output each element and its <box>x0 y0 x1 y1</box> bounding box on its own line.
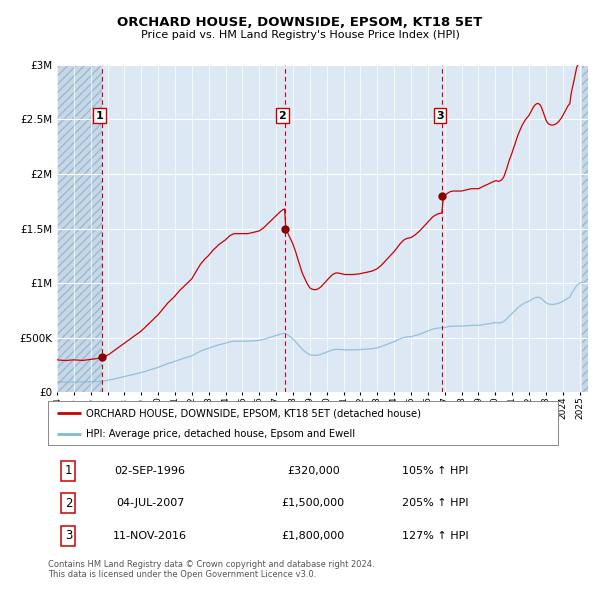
Text: ORCHARD HOUSE, DOWNSIDE, EPSOM, KT18 5ET (detached house): ORCHARD HOUSE, DOWNSIDE, EPSOM, KT18 5ET… <box>86 408 421 418</box>
Text: 2: 2 <box>278 111 286 120</box>
Text: £1,500,000: £1,500,000 <box>281 499 345 508</box>
Bar <box>583 65 588 392</box>
Text: 02-SEP-1996: 02-SEP-1996 <box>115 466 185 476</box>
Text: 127% ↑ HPI: 127% ↑ HPI <box>402 531 469 540</box>
Bar <box>57 65 102 392</box>
Text: 11-NOV-2016: 11-NOV-2016 <box>113 531 187 540</box>
Bar <box>583 65 588 392</box>
Text: £320,000: £320,000 <box>287 466 340 476</box>
Text: 205% ↑ HPI: 205% ↑ HPI <box>403 499 469 508</box>
Text: HPI: Average price, detached house, Epsom and Ewell: HPI: Average price, detached house, Epso… <box>86 430 355 440</box>
Text: Price paid vs. HM Land Registry's House Price Index (HPI): Price paid vs. HM Land Registry's House … <box>140 30 460 40</box>
Text: 2: 2 <box>65 497 72 510</box>
Text: 04-JUL-2007: 04-JUL-2007 <box>116 499 184 508</box>
Text: 3: 3 <box>436 111 443 120</box>
Text: 3: 3 <box>65 529 72 542</box>
Text: Contains HM Land Registry data © Crown copyright and database right 2024.
This d: Contains HM Land Registry data © Crown c… <box>48 560 374 579</box>
Text: ORCHARD HOUSE, DOWNSIDE, EPSOM, KT18 5ET: ORCHARD HOUSE, DOWNSIDE, EPSOM, KT18 5ET <box>118 16 482 29</box>
Text: 1: 1 <box>65 464 72 477</box>
Text: 1: 1 <box>95 111 103 120</box>
Text: 105% ↑ HPI: 105% ↑ HPI <box>403 466 469 476</box>
Text: £1,800,000: £1,800,000 <box>281 531 345 540</box>
Bar <box>57 65 102 392</box>
